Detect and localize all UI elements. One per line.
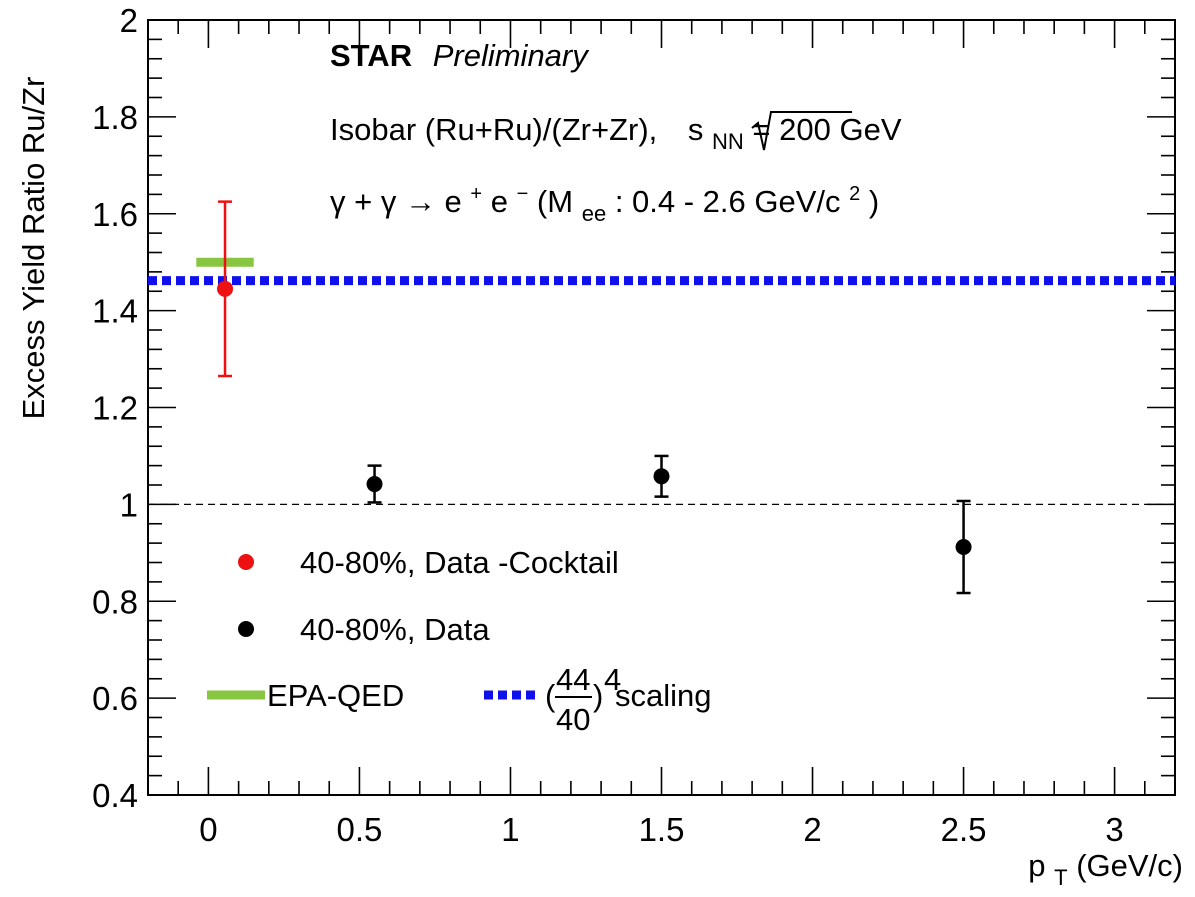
y-tick-label: 1 — [120, 486, 138, 523]
annotation-line3: γ + γ → e + e − (M ee : 0.4 - 2.6 GeV/c … — [330, 172, 879, 228]
legend-marker-data — [238, 621, 254, 637]
y-axis-title: Excess Yield Ratio Ru/Zr — [16, 77, 51, 420]
y-tick-label: 1.4 — [92, 293, 138, 330]
y-tick-label: 1.6 — [92, 196, 138, 233]
scaling-suffix: scaling — [615, 678, 712, 713]
x-axis-title: p T (GeV/c) — [1028, 848, 1183, 892]
legend: 40-80%, Data -Cocktail 40-80%, Data EPA-… — [207, 545, 712, 737]
y-tick-label: 1.8 — [92, 99, 138, 136]
scaling-numerator: 44 — [556, 662, 590, 697]
annotation-line2-sub: NN — [712, 129, 744, 154]
scaling-exponent: 4 — [604, 662, 621, 697]
data-point — [955, 539, 972, 555]
y-tick-label: 1.2 — [92, 390, 138, 427]
annotation-line2: Isobar (Ru+Ru)/(Zr+Zr), s NN = 200 GeV — [330, 111, 902, 156]
data-point — [366, 476, 383, 493]
annotation-line2-suffix: = 200 GeV — [752, 112, 901, 147]
data-point-cocktail — [217, 280, 234, 297]
annotation-line2-s: s — [688, 112, 704, 147]
y-tick-label: 0.4 — [92, 777, 138, 814]
legend-label-epa-qed: EPA-QED — [267, 678, 404, 713]
data-point — [653, 468, 670, 485]
legend-marker-data-cocktail — [238, 554, 254, 570]
svg-text:Isobar (Ru+Ru)/(Zr+Zr),: Isobar (Ru+Ru)/(Zr+Zr), s NN = 200 GeV — [330, 112, 902, 156]
sqrt-symbol — [751, 111, 852, 151]
x-tick-label: 0 — [199, 811, 217, 848]
legend-label-data: 40-80%, Data — [300, 612, 490, 647]
ticks: 0.4 0.6 0.8 1 1.2 1.4 1.6 1.8 2 0 0.5 1 1.5 2 2.5 3 — [92, 2, 1176, 848]
series — [148, 200, 1175, 595]
y-tick-label: 0.8 — [92, 583, 138, 620]
annotation-line2-prefix: Isobar (Ru+Ru)/(Zr+Zr), — [330, 112, 666, 147]
legend-label-data-cocktail: 40-80%, Data -Cocktail — [300, 545, 619, 580]
x-tick-label: 1 — [501, 811, 519, 848]
x-tick-label: 1.5 — [639, 811, 685, 848]
y-tick-label: 2 — [120, 2, 138, 39]
x-tick-label: 2 — [803, 811, 821, 848]
annotation-experiment: STAR Preliminary — [330, 38, 590, 73]
x-tick-label: 3 — [1105, 811, 1123, 848]
svg-text:(: ( — [545, 678, 556, 713]
svg-text:): ) — [593, 678, 603, 713]
x-tick-label: 0.5 — [337, 811, 383, 848]
scaling-denominator: 40 — [556, 702, 590, 737]
y-tick-label: 0.6 — [92, 680, 138, 717]
x-tick-label: 2.5 — [941, 811, 987, 848]
legend-label-scaling: ( 44 40 ( ) 4 scaling — [545, 662, 712, 737]
